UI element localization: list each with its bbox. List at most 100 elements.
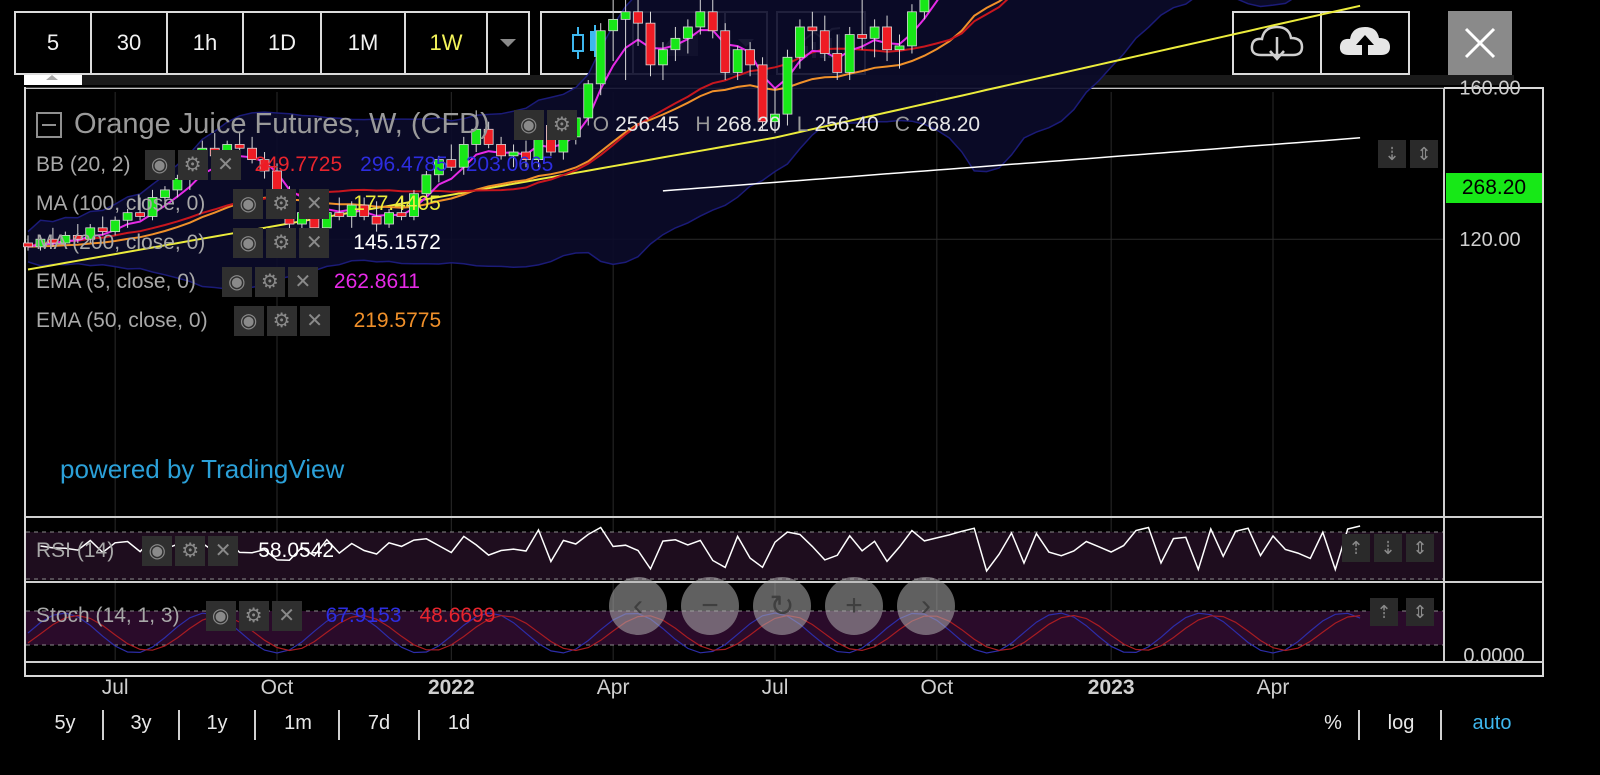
gear-icon[interactable]: ⚙: [238, 601, 269, 631]
gear-icon[interactable]: ⚙: [177, 150, 208, 180]
interval-dropdown-button[interactable]: [488, 13, 528, 73]
move-up-icon[interactable]: ⇡: [1370, 598, 1398, 626]
collapse-legend-button[interactable]: [36, 111, 62, 138]
eye-icon[interactable]: ◉: [205, 601, 236, 631]
eye-icon[interactable]: ◉: [513, 109, 544, 140]
candle-body: [421, 174, 432, 195]
zoom-out-button[interactable]: −: [681, 577, 739, 635]
bb-upper-value: 296.4785: [360, 153, 448, 176]
candle-body: [334, 212, 345, 217]
range-7d-button[interactable]: 7d: [367, 711, 391, 734]
bb-label: BB (20, 2): [36, 153, 131, 176]
rsi-value: 58.0542: [258, 539, 335, 562]
range-1m-button[interactable]: 1m: [284, 711, 312, 734]
candle-body: [160, 189, 170, 198]
cloud-upload-button[interactable]: [1322, 13, 1408, 73]
eye-icon[interactable]: ◉: [142, 536, 173, 566]
candle-body: [521, 151, 531, 161]
move-up-icon[interactable]: ⇡: [1342, 534, 1370, 562]
ohlc-open: 256.45: [615, 112, 680, 136]
close-icon[interactable]: ✕: [210, 150, 241, 180]
maximize-icon[interactable]: ⇕: [1410, 140, 1438, 168]
auto-scale-button[interactable]: auto: [1472, 711, 1512, 734]
chevron-right-icon: ›: [921, 589, 931, 622]
candle-body: [234, 144, 245, 149]
move-down-icon[interactable]: ⇣: [1378, 140, 1406, 168]
watermark[interactable]: powered by TradingView: [60, 454, 345, 484]
candle-body: [682, 26, 693, 39]
scroll-left-button[interactable]: ‹: [609, 577, 667, 635]
ohlc-open-label: O: [592, 112, 610, 136]
candle-body: [732, 49, 743, 73]
percent-scale-button[interactable]: %: [1324, 711, 1342, 734]
x-tick-label: Jul: [762, 676, 789, 699]
close-icon[interactable]: ✕: [271, 601, 302, 631]
candle-body: [620, 11, 631, 20]
candle-body: [471, 128, 482, 145]
stoch-axis-label: 0.0000: [1463, 645, 1524, 667]
candle-body: [595, 30, 606, 85]
cloud-download-icon: [1250, 25, 1304, 61]
ema50-value: 219.5775: [353, 309, 442, 332]
x-tick-label: Apr: [597, 676, 630, 699]
legend-bb: BB (20, 2) ◉ ⚙ ✕ 249.7725 296.4785 203.066…: [36, 150, 571, 180]
ema5-label: EMA (5, close, 0): [36, 270, 196, 293]
ohlc-low: 256.40: [814, 112, 879, 136]
interval-1d-button[interactable]: 1D: [244, 13, 322, 73]
range-3y-button[interactable]: 3y: [130, 711, 152, 734]
gear-icon[interactable]: ⚙: [254, 267, 285, 297]
candle-body: [720, 30, 731, 73]
move-down-icon[interactable]: ⇣: [1374, 534, 1402, 562]
candle-body: [97, 227, 108, 233]
range-5y-button[interactable]: 5y: [54, 711, 76, 734]
reset-button[interactable]: ↻: [753, 577, 811, 635]
interval-1h-button[interactable]: 1h: [168, 13, 244, 73]
interval-30-button[interactable]: 30: [92, 13, 168, 73]
close-button[interactable]: [1448, 11, 1512, 75]
eye-icon[interactable]: ◉: [144, 150, 175, 180]
cloud-download-button[interactable]: [1234, 13, 1322, 73]
gear-icon[interactable]: ⚙: [266, 228, 297, 258]
maximize-icon[interactable]: ⇕: [1406, 534, 1434, 562]
eye-icon[interactable]: ◉: [233, 189, 264, 219]
ma200-value: 145.1572: [353, 231, 441, 254]
candle-body: [23, 242, 33, 248]
x-tick-label: Oct: [921, 676, 954, 699]
range-1d-button[interactable]: 1d: [447, 711, 471, 734]
eye-icon[interactable]: ◉: [233, 306, 264, 336]
interval-1w-button[interactable]: 1W: [406, 13, 488, 73]
timeline-scroll-thumb[interactable]: [24, 75, 82, 85]
rsi-line: [40, 525, 1361, 573]
candle-body: [795, 26, 805, 58]
gear-icon[interactable]: ⚙: [175, 536, 206, 566]
ohlc-close-label: C: [894, 112, 910, 136]
gear-icon[interactable]: ⚙: [266, 189, 297, 219]
last-price-tag: 268.20: [1446, 173, 1542, 203]
maximize-icon[interactable]: ⇕: [1406, 598, 1434, 626]
close-icon[interactable]: ✕: [299, 306, 330, 336]
y-tick-label: 160.00: [1459, 78, 1520, 100]
scroll-right-button[interactable]: ›: [897, 577, 955, 635]
close-icon[interactable]: ✕: [299, 228, 330, 258]
close-icon[interactable]: ✕: [287, 267, 318, 297]
interval-1m-button[interactable]: 1M: [322, 13, 406, 73]
stoch-d-value: 48.6699: [419, 604, 496, 627]
candle-body: [633, 11, 643, 24]
interval-5-button[interactable]: 5: [16, 13, 92, 73]
eye-icon[interactable]: ◉: [221, 267, 252, 297]
close-icon[interactable]: ✕: [299, 189, 330, 219]
ema50-label: EMA (50, close, 0): [36, 309, 208, 332]
zoom-in-button[interactable]: +: [825, 577, 883, 635]
range-1y-button[interactable]: 1y: [206, 711, 228, 734]
stoch-k-line: [27, 612, 1361, 654]
stoch-k-value: 67.9153: [325, 604, 402, 627]
candle-body: [409, 193, 419, 217]
close-icon[interactable]: ✕: [208, 536, 239, 566]
gear-icon[interactable]: ⚙: [266, 306, 297, 336]
y-tick-label: 120.00: [1459, 229, 1520, 251]
gear-icon[interactable]: ⚙: [546, 109, 577, 140]
eye-icon[interactable]: ◉: [233, 228, 264, 258]
divider: [418, 710, 420, 740]
bb-upper-line: [27, 0, 633, 233]
log-scale-button[interactable]: log: [1387, 711, 1415, 734]
